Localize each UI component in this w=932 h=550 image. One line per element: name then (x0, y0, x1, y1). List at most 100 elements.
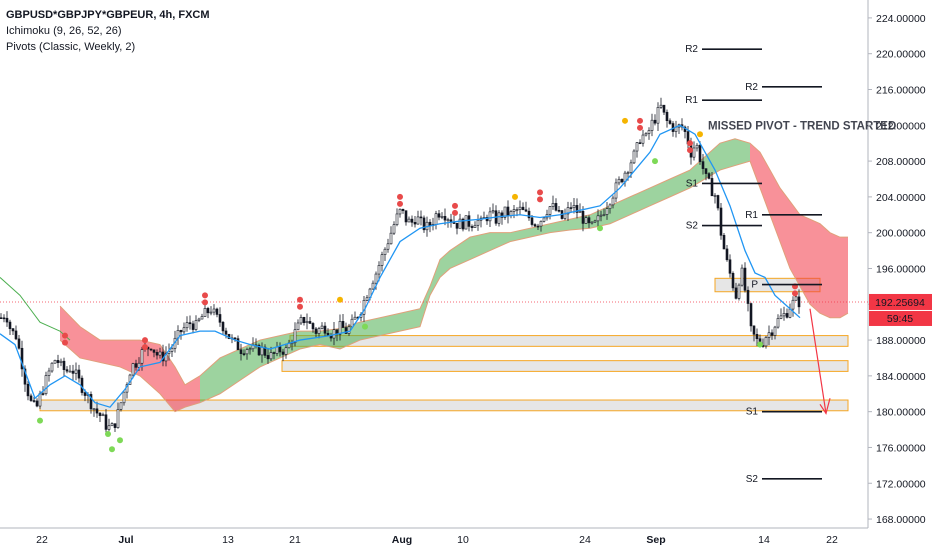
pivot-label-s2: S2 (686, 221, 699, 232)
candle-up (377, 265, 381, 275)
candle-down (326, 332, 330, 336)
candle-up (434, 213, 438, 225)
candle-down (266, 355, 270, 360)
candle-down (665, 111, 669, 122)
candle-up (740, 267, 744, 286)
candle-down (236, 338, 240, 351)
ichimoku-cloud-segment (400, 308, 420, 332)
ichimoku-cloud-segment (380, 313, 400, 336)
candle-down (29, 395, 33, 401)
candle-down (536, 225, 540, 228)
ichimoku-legend[interactable]: Ichimoku (9, 26, 52, 26) (6, 25, 122, 37)
candle-up (260, 346, 264, 356)
signal-dot-red (537, 196, 543, 203)
candle-up (773, 326, 777, 336)
candle-down (419, 216, 423, 219)
projection-arrow-line (809, 308, 827, 414)
candle-up (293, 329, 297, 344)
ichimoku-cloud-segment (550, 219, 570, 233)
candle-up (380, 254, 384, 266)
countdown-value: 59:45 (887, 313, 913, 325)
signal-dot-green (109, 446, 115, 453)
pivots-legend[interactable]: Pivots (Classic, Weekly, 2) (6, 41, 136, 53)
price-tick-label: 212.00000 (876, 120, 926, 132)
candle-up (713, 195, 717, 197)
signal-dot-gold (697, 131, 703, 138)
candle-up (365, 297, 369, 301)
candle-up (647, 130, 651, 134)
candle-up (767, 332, 771, 338)
candle-up (47, 370, 51, 376)
candle-down (533, 224, 537, 227)
candle-down (191, 323, 195, 330)
candle-up (644, 133, 648, 136)
candle-up (539, 220, 543, 227)
ichimoku-cloud-segment (840, 237, 848, 318)
candle-down (71, 370, 75, 374)
pivot-label-r2: R2 (685, 44, 698, 55)
candle-up (395, 213, 399, 225)
candle-up (392, 224, 396, 234)
candle-down (500, 212, 504, 218)
signal-dot-red (202, 299, 208, 306)
candle-down (581, 211, 585, 224)
candle-up (374, 273, 378, 284)
pivot-label-r1: R1 (685, 95, 698, 106)
candle-down (314, 328, 318, 334)
candle-up (611, 197, 615, 206)
candle-down (668, 120, 672, 124)
price-tick-label: 172.00000 (876, 478, 926, 490)
candle-up (458, 218, 462, 229)
candle-up (632, 150, 636, 164)
signal-dot-red (142, 344, 148, 351)
candle-down (554, 203, 558, 211)
candle-down (734, 287, 738, 299)
signal-dot-red (62, 332, 68, 339)
candle-up (794, 296, 798, 301)
candle-up (584, 217, 588, 224)
candle-down (56, 360, 60, 363)
candle-up (692, 147, 696, 158)
candle-up (185, 322, 189, 329)
candle-up (593, 220, 597, 223)
ichimoku-cloud-segment (790, 201, 800, 287)
candle-up (563, 213, 567, 219)
candle-up (197, 318, 201, 321)
candle-down (413, 222, 417, 225)
candle-up (170, 347, 174, 352)
candle-down (242, 353, 246, 355)
pivot-label-s1: S1 (746, 407, 759, 418)
symbol-title[interactable]: GBPUSD*GBPJPY*GBPEUR, 4h, FXCM (6, 9, 210, 21)
time-tick-label: 22 (826, 534, 838, 546)
candle-up (782, 313, 786, 317)
candle-down (14, 330, 18, 340)
candle-up (602, 214, 606, 216)
ichimoku-cloud-segment (260, 335, 280, 367)
candle-up (629, 162, 633, 173)
candle-down (731, 272, 735, 289)
signal-dot-red (687, 140, 693, 147)
candle-up (512, 209, 516, 212)
ichimoku-cloud-segment (175, 366, 185, 412)
ichimoku-cloud-segment (200, 357, 220, 403)
candle-down (752, 325, 756, 335)
candle-down (521, 206, 525, 211)
candle-up (284, 347, 288, 355)
candle-down (95, 408, 99, 414)
candle-up (140, 349, 144, 364)
signal-dot-red (452, 202, 458, 209)
candle-down (11, 328, 15, 332)
signal-dot-gold (512, 193, 518, 200)
pivot-label-s2: S2 (746, 474, 759, 485)
candle-up (383, 248, 387, 255)
candle-down (83, 392, 87, 396)
candle-down (257, 344, 261, 356)
price-axis-bg (868, 0, 932, 550)
candle-up (497, 212, 501, 224)
candle-down (701, 161, 705, 169)
signal-dot-red (637, 124, 643, 131)
ichimoku-cloud-segment (735, 138, 750, 166)
candle-up (578, 211, 582, 213)
candle-up (635, 142, 639, 152)
